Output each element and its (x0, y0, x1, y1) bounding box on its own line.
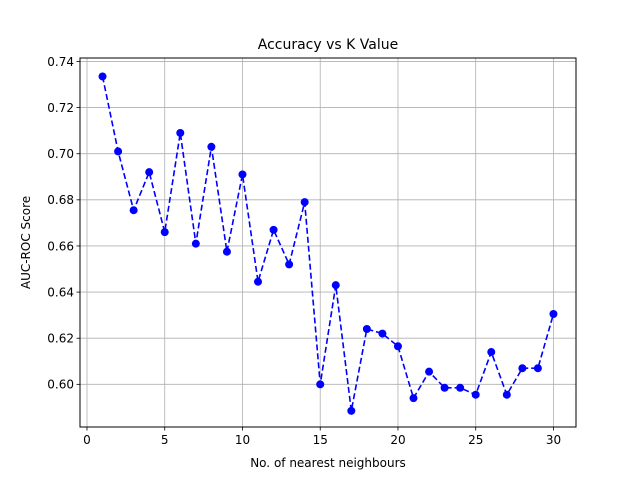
plot-frame (79, 57, 577, 428)
data-point (456, 383, 465, 392)
y-tick-label: 0.70 (47, 147, 74, 161)
data-point (362, 324, 371, 333)
y-tick-label: 0.62 (47, 332, 74, 346)
y-tick-label: 0.66 (47, 239, 74, 253)
grid (80, 58, 576, 427)
data-point (191, 239, 200, 248)
data-point (160, 228, 169, 237)
data-point (145, 168, 154, 177)
x-axis-label: No. of nearest neighbours (250, 456, 406, 470)
x-tick-label: 15 (313, 433, 328, 447)
data-point (129, 206, 138, 215)
series-group (98, 72, 558, 415)
data-point (300, 198, 309, 207)
data-point (347, 406, 356, 415)
data-point (487, 348, 496, 357)
series-line (101, 76, 555, 412)
data-point (518, 364, 527, 373)
chart-title: Accuracy vs K Value (258, 37, 398, 53)
data-point (207, 142, 216, 151)
x-tick-label: 0 (83, 433, 91, 447)
y-tick-label: 0.60 (47, 378, 74, 392)
y-axis-label: AUC-ROC Score (19, 196, 33, 289)
x-tick-label: 10 (235, 433, 250, 447)
data-point (471, 390, 480, 399)
y-axis-ticks: 0.60 0.62 0.64 0.66 0.68 0.70 0.72 0.74 (47, 55, 80, 392)
data-point (114, 147, 123, 156)
data-point (502, 390, 511, 399)
y-tick-label: 0.72 (47, 101, 74, 115)
x-axis-ticks: 0 5 10 15 20 25 30 (83, 427, 561, 447)
data-point (533, 364, 542, 373)
data-point (254, 277, 263, 286)
data-point (378, 329, 387, 338)
data-point (285, 260, 294, 269)
y-tick-label: 0.64 (47, 285, 74, 299)
x-tick-label: 20 (390, 433, 405, 447)
y-tick-label: 0.74 (47, 55, 74, 69)
data-point (425, 367, 434, 376)
data-point (440, 383, 449, 392)
x-tick-label: 30 (546, 433, 561, 447)
data-point (409, 394, 418, 403)
data-point (269, 225, 278, 234)
x-tick-label: 5 (161, 433, 169, 447)
data-point (331, 281, 340, 290)
data-point (222, 247, 231, 256)
data-point (176, 128, 185, 137)
data-point (549, 309, 558, 318)
data-point (316, 380, 325, 389)
y-tick-label: 0.68 (47, 193, 74, 207)
data-point (393, 342, 402, 351)
data-point (98, 72, 107, 81)
x-tick-label: 25 (468, 433, 483, 447)
data-point (238, 170, 247, 179)
